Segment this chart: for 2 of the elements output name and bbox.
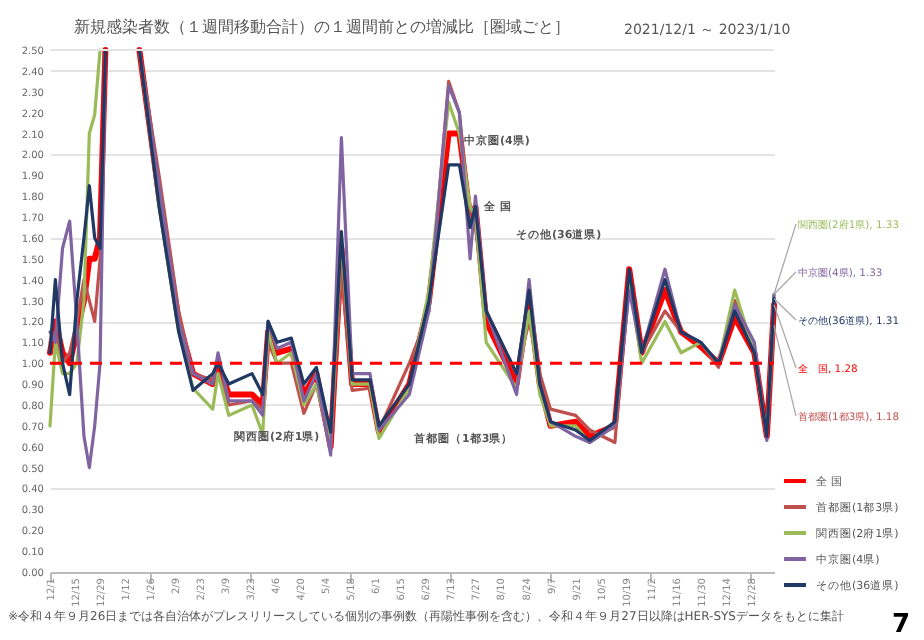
chart-title: 新規感染者数（１週間移動合計）の１週間前との増減比［圏域ごと］ bbox=[74, 18, 570, 36]
text: 7 bbox=[891, 610, 910, 640]
